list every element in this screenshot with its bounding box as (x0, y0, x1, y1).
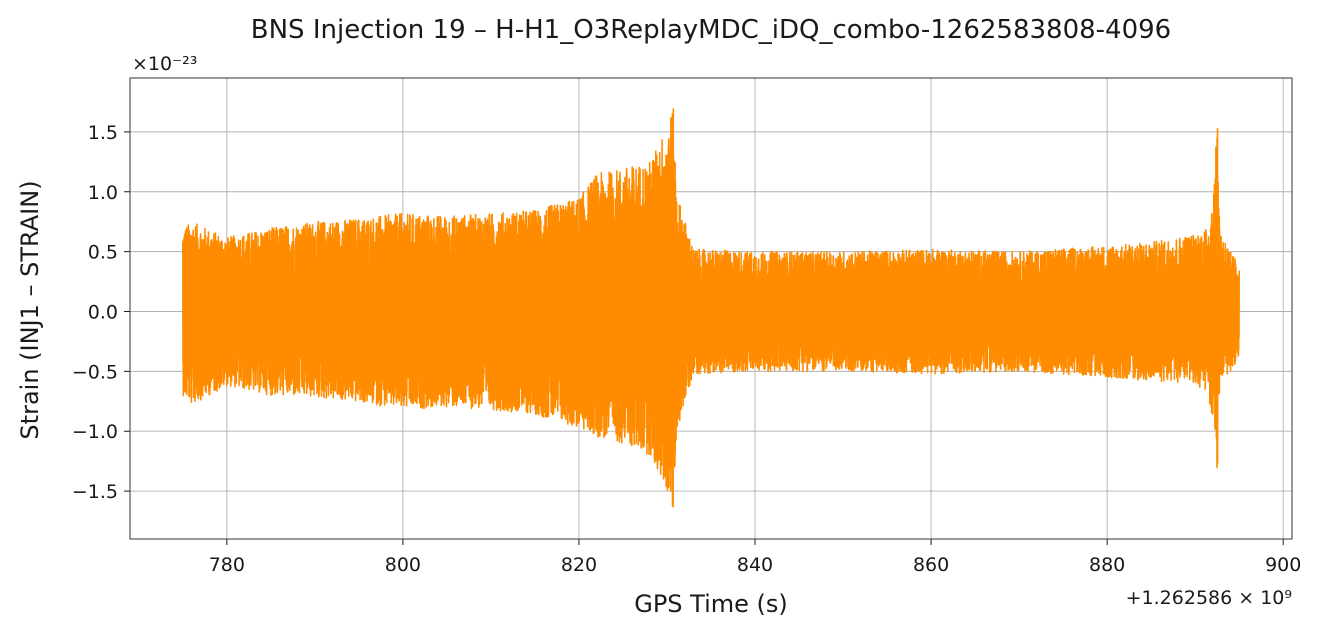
x-tick-label: 800 (385, 554, 421, 576)
y-tick-label: −0.5 (72, 361, 118, 383)
plot-frame (129, 77, 1293, 540)
x-offset-label: +1.262586 × 10⁹ (1126, 587, 1292, 609)
y-tick-label: −1.5 (72, 481, 118, 503)
chart-title: BNS Injection 19 – H-H1_O3ReplayMDC_iDQ_… (251, 15, 1171, 45)
y-axis-label: Strain (INJ1 – STRAIN) (16, 180, 44, 439)
y-tick-label: 0.0 (88, 301, 118, 323)
x-tick-label: 900 (1265, 554, 1301, 576)
x-tick-label: 780 (209, 554, 245, 576)
y-tick-label: −1.0 (72, 421, 118, 443)
y-tick-label: 0.5 (88, 242, 118, 264)
y-tick-label: 1.0 (88, 182, 118, 204)
tick-layer: 780 800 820 840 860 880 900 −1.5 −1.0 −0.5 0.0 0.5 1… (72, 122, 1301, 576)
x-tick-label: 820 (561, 554, 597, 576)
y-tick-label: 1.5 (88, 122, 118, 144)
x-tick-label: 840 (737, 554, 773, 576)
x-tick-label: 860 (913, 554, 949, 576)
series-layer (182, 108, 1240, 508)
x-tick-label: 880 (1089, 554, 1125, 576)
y-scale-label: ×10⁻²³ (132, 53, 197, 75)
x-axis-label: GPS Time (s) (634, 590, 788, 618)
strain-series-line (182, 108, 1240, 508)
